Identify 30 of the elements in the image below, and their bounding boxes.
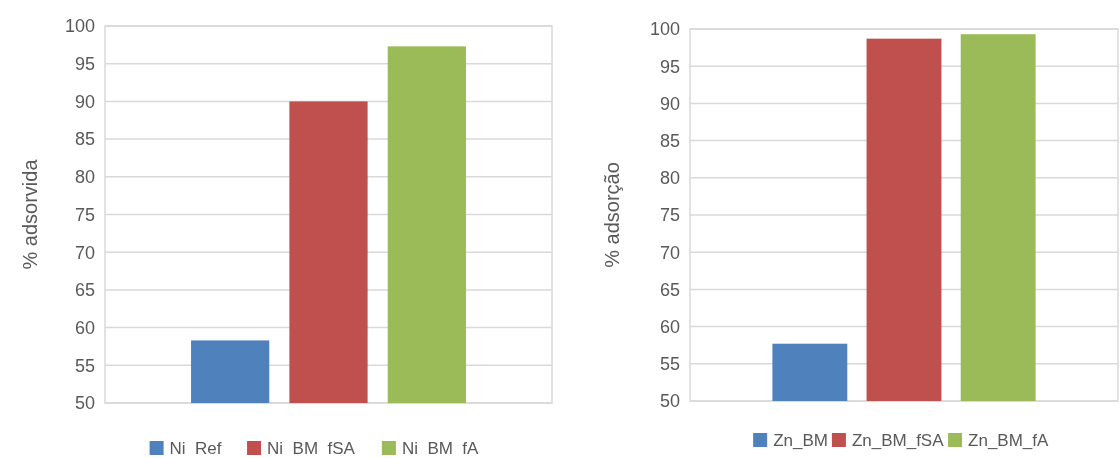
legend-label: Zn_BM_fA: [968, 430, 1050, 450]
y-tick-label: 50: [659, 391, 680, 412]
y-axis-title: % adsorção: [601, 162, 623, 268]
y-tick-label: 95: [659, 56, 680, 77]
y-tick-label: 65: [74, 280, 95, 301]
y-tick-label: 65: [659, 279, 680, 300]
y-tick-label: 90: [659, 93, 680, 114]
y-tick-label: 75: [74, 204, 95, 225]
legend-label: Ni BM fA: [401, 438, 480, 458]
legend-label: Ni Ref: [169, 438, 222, 458]
y-tick-label: 50: [74, 393, 95, 414]
y-tick-label: 55: [74, 355, 95, 376]
legend-label: Zn_BM_fSA: [851, 430, 945, 450]
legend-label: Zn_BM: [773, 430, 828, 450]
y-tick-label: 75: [659, 205, 680, 226]
y-tick-label: 95: [74, 54, 95, 74]
y-tick-label: 80: [74, 167, 95, 188]
y-tick-label: 55: [659, 354, 680, 375]
y-tick-label: 85: [659, 130, 680, 151]
y-axis-title: % adsorvida: [19, 158, 41, 270]
y-tick-label: 80: [659, 168, 680, 189]
legend-label: Ni BM fSA: [267, 438, 356, 458]
y-tick-label: 100: [64, 16, 95, 37]
y-tick-label: 70: [74, 242, 95, 263]
y-tick-label: 90: [74, 91, 95, 112]
y-tick-label: 60: [74, 317, 95, 338]
y-tick-label: 85: [74, 129, 95, 150]
y-tick-label: 100: [649, 19, 680, 40]
y-tick-label: 60: [659, 316, 680, 337]
y-tick-label: 70: [659, 242, 680, 263]
